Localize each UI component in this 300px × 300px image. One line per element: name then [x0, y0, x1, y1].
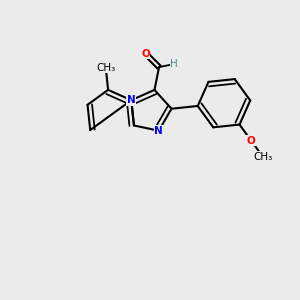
Text: O: O [247, 136, 256, 146]
Text: N: N [127, 95, 136, 105]
Text: H: H [170, 59, 178, 69]
Text: CH₃: CH₃ [253, 152, 272, 162]
Text: CH₃: CH₃ [96, 63, 116, 73]
Text: N: N [154, 126, 163, 136]
Text: O: O [141, 49, 150, 58]
